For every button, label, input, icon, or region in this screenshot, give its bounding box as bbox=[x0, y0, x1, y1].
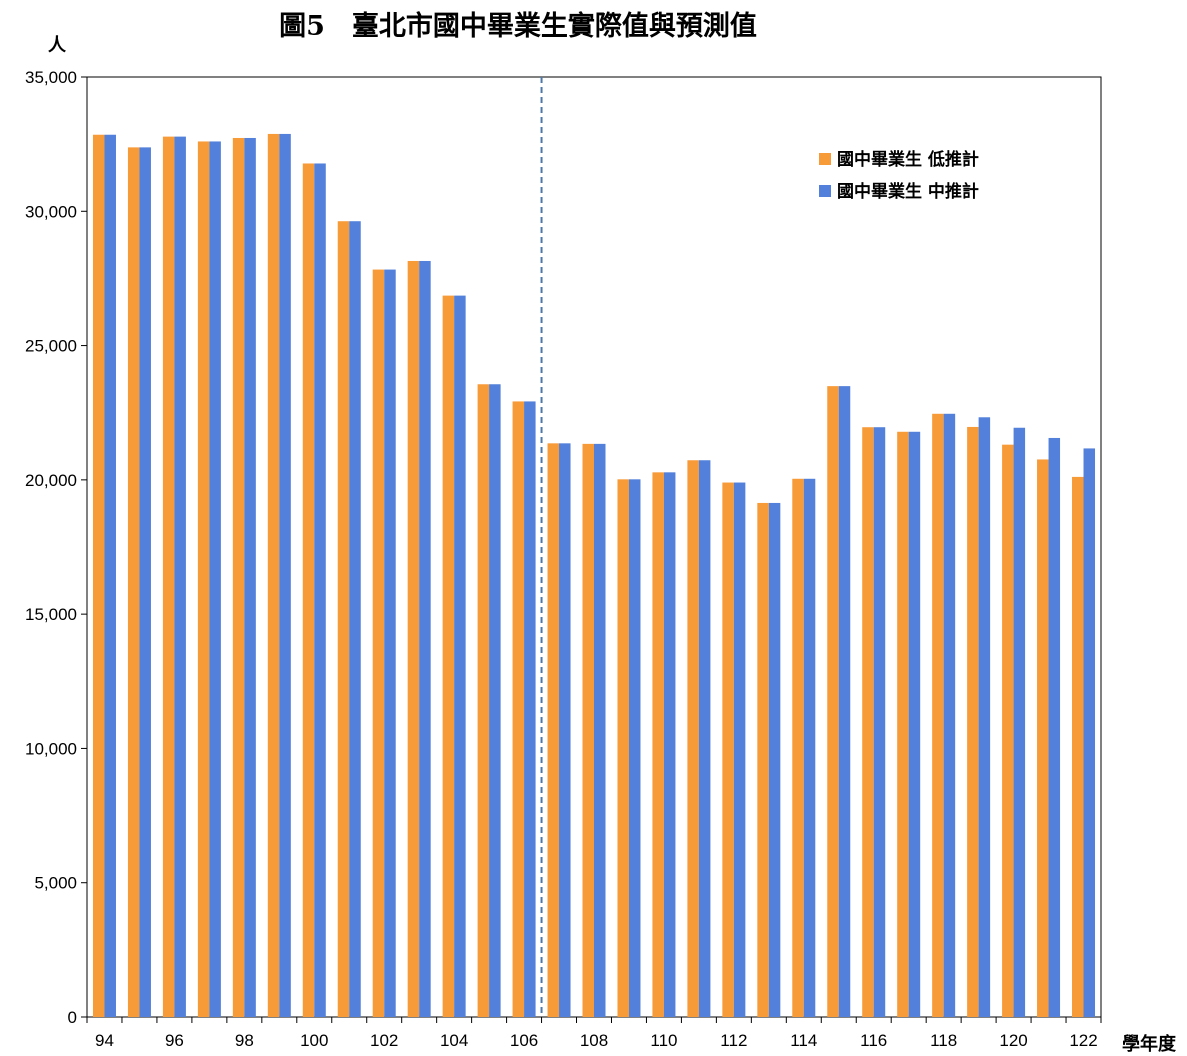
bar-mid-estimate-104 bbox=[454, 295, 466, 1017]
x-tick-label: 102 bbox=[370, 1031, 398, 1050]
x-tick-label: 114 bbox=[790, 1031, 817, 1050]
x-tick-label: 116 bbox=[860, 1031, 887, 1050]
bar-mid-estimate-98 bbox=[244, 137, 256, 1018]
bar-low-estimate-112 bbox=[722, 482, 734, 1017]
bar-low-estimate-105 bbox=[477, 384, 490, 1017]
bar-mid-estimate-115 bbox=[838, 386, 851, 1017]
bar-mid-estimate-94 bbox=[104, 134, 116, 1018]
bar-mid-estimate-118 bbox=[943, 413, 956, 1017]
bar-mid-estimate-120 bbox=[1013, 427, 1026, 1017]
chart-title: 圖5 臺北市國中畢業生實際值與預測值 bbox=[279, 10, 757, 42]
x-tick-label: 110 bbox=[650, 1031, 677, 1050]
x-tick-label: 94 bbox=[95, 1031, 114, 1050]
x-tick-label: 100 bbox=[300, 1031, 328, 1050]
bar-mid-estimate-121 bbox=[1048, 437, 1061, 1018]
x-tick-label: 122 bbox=[1069, 1031, 1097, 1050]
bar-low-estimate-110 bbox=[652, 472, 664, 1018]
bar-low-estimate-97 bbox=[197, 141, 210, 1017]
bar-mid-estimate-117 bbox=[908, 431, 921, 1017]
bar-mid-estimate-99 bbox=[279, 133, 291, 1017]
bar-mid-estimate-105 bbox=[489, 384, 501, 1017]
bar-mid-estimate-97 bbox=[209, 141, 221, 1017]
bar-mid-estimate-107 bbox=[559, 443, 571, 1018]
y-axis-unit-label: 人 bbox=[48, 35, 67, 56]
bar-low-estimate-104 bbox=[442, 295, 455, 1017]
y-tick-label: 10,000 bbox=[25, 739, 77, 758]
bar-low-estimate-107 bbox=[547, 443, 560, 1018]
bar-mid-estimate-106 bbox=[524, 401, 536, 1017]
bar-low-estimate-95 bbox=[127, 147, 140, 1017]
bar-mid-estimate-103 bbox=[419, 260, 431, 1018]
bar-low-estimate-113 bbox=[757, 502, 769, 1017]
x-tick-label: 106 bbox=[510, 1031, 538, 1050]
bar-low-estimate-100 bbox=[302, 163, 315, 1018]
bar-low-estimate-118 bbox=[932, 413, 944, 1017]
bar-low-estimate-103 bbox=[407, 260, 420, 1018]
bar-mid-estimate-113 bbox=[768, 502, 781, 1017]
x-tick-label: 120 bbox=[999, 1031, 1027, 1050]
bar-low-estimate-116 bbox=[862, 427, 874, 1018]
bar-mid-estimate-110 bbox=[663, 472, 676, 1018]
bar-mid-estimate-108 bbox=[594, 443, 606, 1017]
y-tick-label: 30,000 bbox=[25, 202, 77, 221]
y-tick-label: 35,000 bbox=[25, 68, 77, 87]
y-tick-label: 0 bbox=[68, 1008, 77, 1027]
bar-low-estimate-108 bbox=[582, 443, 594, 1017]
x-tick-label: 112 bbox=[720, 1031, 747, 1050]
bar-mid-estimate-102 bbox=[384, 269, 396, 1017]
bar-mid-estimate-116 bbox=[873, 427, 886, 1018]
x-axis-label: 學年度 bbox=[1122, 1033, 1177, 1055]
bar-mid-estimate-119 bbox=[978, 417, 991, 1017]
bar-low-estimate-101 bbox=[337, 221, 350, 1018]
x-tick-label: 118 bbox=[930, 1031, 957, 1050]
y-axis: 0 5,000 10,000 15,000 20,000 25,000 30,000 35,0… bbox=[25, 68, 87, 1027]
x-tick-label: 104 bbox=[440, 1031, 468, 1050]
bar-low-estimate-109 bbox=[617, 479, 629, 1017]
bar-mid-estimate-109 bbox=[628, 479, 641, 1017]
bar-mid-estimate-112 bbox=[733, 482, 746, 1017]
x-tick-label: 96 bbox=[165, 1031, 184, 1050]
bar-low-estimate-122 bbox=[1072, 476, 1084, 1017]
bar-low-estimate-119 bbox=[967, 426, 979, 1017]
bar-mid-estimate-95 bbox=[139, 147, 151, 1017]
y-tick-label: 20,000 bbox=[25, 471, 77, 490]
x-axis: 94 96 98 100 102 104 106 108 110 112 114 116 118 120 1… bbox=[86, 1017, 1102, 1050]
bar-mid-estimate-101 bbox=[349, 221, 361, 1018]
bar-low-estimate-120 bbox=[1002, 444, 1014, 1017]
bar-low-estimate-111 bbox=[687, 460, 699, 1017]
legend-swatch bbox=[819, 185, 831, 197]
legend-label: 國中畢業生 低推計 bbox=[837, 149, 979, 170]
bar-low-estimate-99 bbox=[267, 133, 280, 1017]
bar-mid-estimate-96 bbox=[174, 136, 186, 1017]
bar-mid-estimate-122 bbox=[1083, 448, 1096, 1017]
bar-low-estimate-96 bbox=[162, 136, 175, 1017]
bar-low-estimate-94 bbox=[92, 134, 105, 1018]
legend-label: 國中畢業生 中推計 bbox=[837, 181, 979, 202]
x-tick-label: 108 bbox=[580, 1031, 608, 1050]
bar-low-estimate-115 bbox=[827, 386, 839, 1017]
y-tick-label: 5,000 bbox=[34, 874, 77, 893]
y-tick-label: 25,000 bbox=[25, 337, 77, 356]
bar-low-estimate-106 bbox=[512, 401, 525, 1017]
bar-mid-estimate-114 bbox=[803, 478, 816, 1017]
bar-low-estimate-114 bbox=[792, 478, 804, 1017]
legend-swatch bbox=[819, 153, 831, 165]
bar-low-estimate-117 bbox=[897, 431, 909, 1017]
bar-low-estimate-98 bbox=[232, 137, 245, 1018]
bar-series-group bbox=[92, 133, 1096, 1018]
y-tick-label: 15,000 bbox=[25, 605, 77, 624]
bar-mid-estimate-111 bbox=[698, 460, 711, 1017]
bar-mid-estimate-100 bbox=[314, 163, 326, 1018]
bar-low-estimate-121 bbox=[1037, 459, 1049, 1017]
x-tick-label: 98 bbox=[235, 1031, 254, 1050]
bar-low-estimate-102 bbox=[372, 269, 385, 1017]
